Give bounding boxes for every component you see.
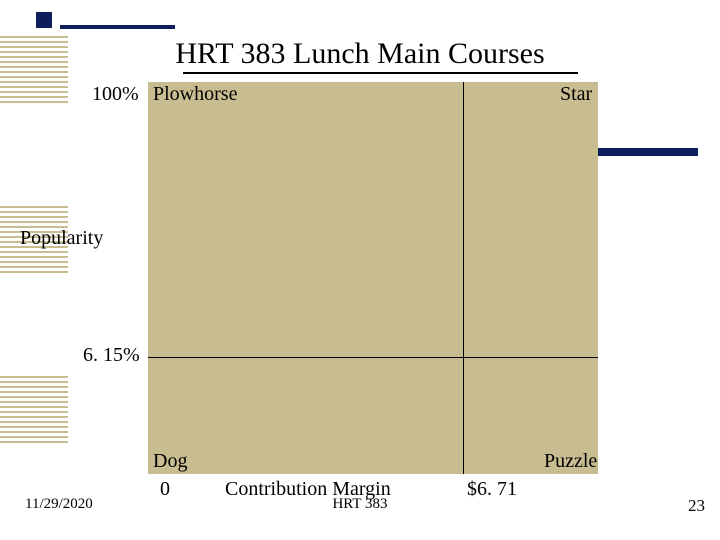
stripe [0, 386, 68, 388]
decor-square [36, 12, 52, 28]
stripe [0, 391, 68, 393]
stripe [0, 216, 68, 218]
y-tick-mid: 6. 15% [83, 344, 140, 367]
stripe [0, 411, 68, 413]
stripe [0, 211, 68, 213]
page-title: HRT 383 Lunch Main Courses [0, 37, 720, 71]
stripe [0, 256, 68, 258]
y-tick-top: 100% [92, 83, 139, 106]
stripe [0, 71, 68, 73]
quadrant-chart [148, 82, 598, 474]
chart-horizontal-divider [148, 357, 598, 358]
slide: HRT 383 Lunch Main Courses Plowhorse Sta… [0, 0, 720, 540]
stripe [0, 431, 68, 433]
stripe [0, 441, 68, 443]
footer-course: HRT 383 [0, 496, 720, 513]
stripe [0, 261, 68, 263]
stripe [0, 221, 68, 223]
stripe [0, 266, 68, 268]
stripe [0, 381, 68, 383]
y-axis-label: Popularity [20, 227, 103, 250]
decor-bar-top [60, 25, 175, 29]
stripe [0, 81, 68, 83]
stripe [0, 396, 68, 398]
stripe [0, 76, 68, 78]
quadrant-label-plowhorse: Plowhorse [153, 83, 237, 106]
stripe [0, 271, 68, 273]
chart-background [148, 82, 598, 474]
stripe [0, 91, 68, 93]
stripe [0, 376, 68, 378]
stripe [0, 421, 68, 423]
stripe [0, 406, 68, 408]
stripe [0, 426, 68, 428]
footer-page-number: 23 [688, 496, 705, 516]
stripe [0, 416, 68, 418]
chart-vertical-divider [463, 82, 464, 474]
stripe [0, 401, 68, 403]
stripe [0, 86, 68, 88]
stripe [0, 206, 68, 208]
stripe [0, 436, 68, 438]
quadrant-label-star: Star [560, 83, 592, 106]
title-underline [183, 72, 578, 74]
stripe [0, 251, 68, 253]
quadrant-label-puzzle: Puzzle [544, 450, 597, 473]
stripe-block [0, 376, 68, 446]
stripe [0, 96, 68, 98]
quadrant-label-dog: Dog [153, 450, 187, 473]
stripe [0, 101, 68, 103]
